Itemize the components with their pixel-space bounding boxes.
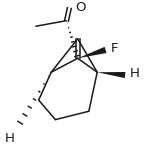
Text: F: F — [111, 42, 119, 55]
Text: H: H — [129, 67, 139, 80]
Polygon shape — [97, 72, 125, 78]
Polygon shape — [78, 47, 107, 58]
Text: O: O — [75, 1, 85, 14]
Text: H: H — [5, 132, 15, 145]
